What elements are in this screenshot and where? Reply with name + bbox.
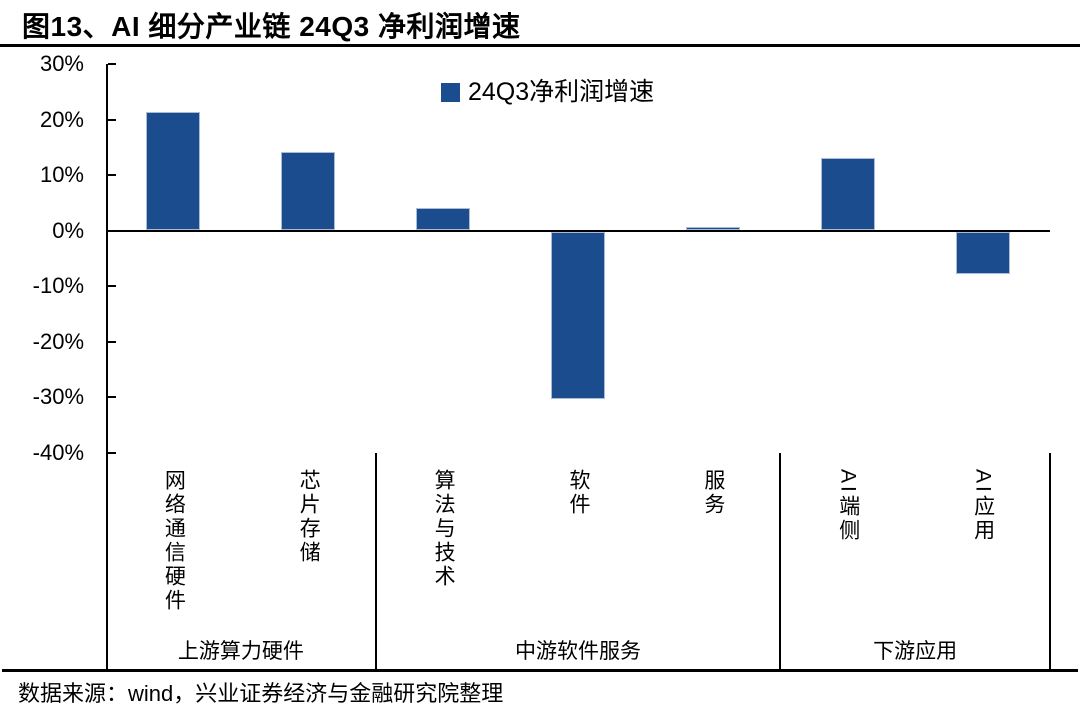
bar-网络通信硬件 (146, 111, 201, 231)
chart-plot-area: 30% 20% 10% 0% -10% -20% -30% -40% 网络通信硬件 芯片存储 算法与… (0, 48, 1080, 678)
legend-square-icon (441, 83, 460, 102)
y-axis-tick (108, 63, 116, 65)
x-category-label: 软件 (567, 468, 590, 517)
bar-软件 (551, 231, 605, 399)
y-tick-label: -20% (32, 328, 84, 354)
chart-legend: 24Q3净利润增速 (441, 80, 654, 105)
figure-title: 图13、AI 细分产业链 24Q3 净利润增速 (22, 11, 521, 42)
title-underline-rule (0, 44, 1080, 47)
group-label: 下游应用 (873, 640, 958, 663)
plot-bottom-border (2, 668, 1078, 672)
data-source-note: 数据来源：wind，兴业证券经济与金融研究院整理 (18, 681, 504, 706)
group-label: 上游算力硬件 (177, 640, 304, 663)
bar-AI应用 (955, 231, 1010, 274)
y-tick-label: 30% (39, 51, 84, 76)
zero-baseline (106, 229, 1050, 232)
y-axis-tick (108, 118, 116, 121)
x-category-label: 算法与技术 (432, 468, 456, 589)
group-label: 中游软件服务 (515, 640, 641, 663)
x-category-label: AI端侧 (836, 468, 860, 543)
x-category-label: AI应用 (971, 468, 995, 543)
y-tick-label: -40% (32, 439, 84, 465)
y-axis-tick (108, 285, 116, 287)
legend-label: 24Q3净利润增速 (468, 78, 655, 106)
y-tick-label: 10% (39, 162, 84, 187)
y-axis-line (106, 64, 108, 670)
y-tick-label: -10% (32, 273, 84, 298)
x-category-label: 网络通信硬件 (162, 468, 186, 613)
y-axis-tick (108, 396, 116, 398)
x-category-label: 服务 (701, 468, 725, 517)
x-category-label: 芯片存储 (297, 468, 321, 565)
y-axis-tick (108, 451, 116, 454)
y-axis-tick (108, 340, 116, 343)
bar-AI端侧 (820, 158, 875, 231)
y-tick-label: 0% (52, 217, 84, 243)
bar-算法与技术 (416, 208, 471, 231)
y-axis-tick (108, 174, 116, 176)
group-divider-line (1049, 452, 1051, 670)
y-tick-label: -30% (32, 384, 84, 409)
group-divider-line (779, 452, 782, 670)
bar-芯片存储 (281, 151, 336, 231)
y-axis-tick (108, 229, 116, 232)
y-tick-label: 20% (39, 106, 84, 132)
group-divider-line (374, 452, 377, 670)
bar-服务 (685, 226, 740, 231)
